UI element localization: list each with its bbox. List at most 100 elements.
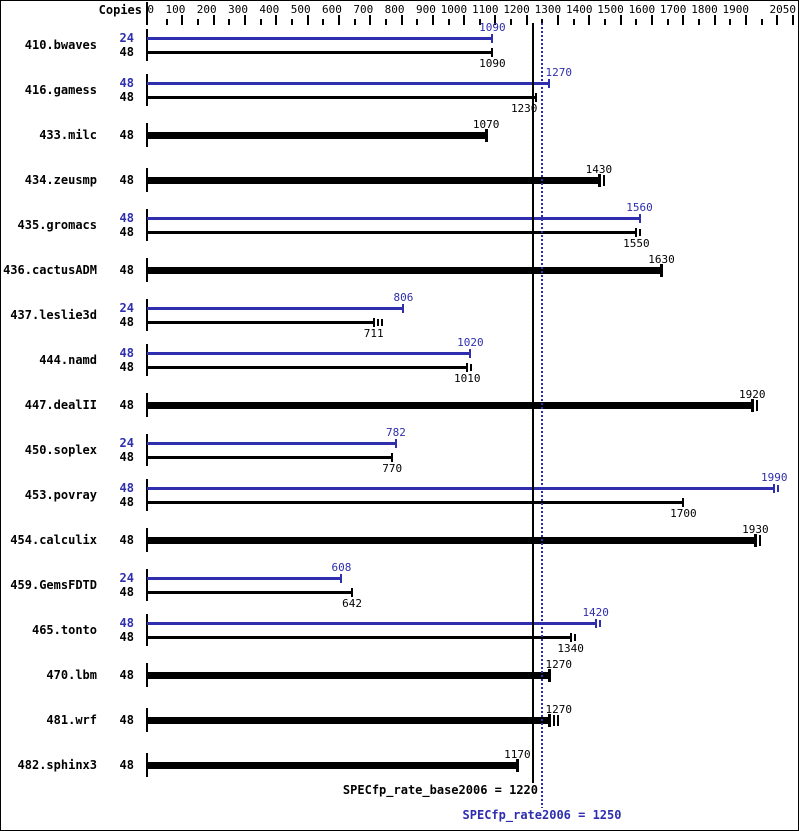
benchmark-name-label: 482.sphinx3 — [17, 758, 97, 772]
copies-count-label: 48 — [119, 173, 134, 187]
bar-value-label: 1070 — [472, 118, 500, 131]
copies-count-label: 48 — [119, 360, 134, 374]
bar-end-cap — [516, 759, 520, 772]
copies-count-label: 48 — [119, 76, 134, 90]
axis-tick-label: 1300 — [534, 3, 562, 16]
copies-count-label: 48 — [119, 481, 134, 495]
bar-value-label: 1010 — [454, 372, 481, 385]
copies-count-label: 24 — [119, 571, 134, 585]
bar-value-label: 1920 — [739, 388, 766, 401]
axis-tick-label: 1500 — [597, 3, 624, 16]
axis-major-tick — [682, 15, 685, 25]
axis-tick-label: 1800 — [691, 3, 718, 16]
bar-value-label: 1420 — [582, 606, 609, 619]
copies-count-label: 24 — [119, 436, 134, 450]
benchmark-name-label: 450.soplex — [24, 443, 97, 457]
axis-minor-tick — [416, 19, 419, 25]
benchmark-name-label: 437.leslie3d — [10, 308, 97, 322]
axis-header-segment — [146, 2, 148, 25]
copies-count-label: 48 — [119, 450, 134, 464]
bar-end-cap — [547, 79, 550, 88]
bar-end-cap — [535, 93, 538, 102]
bar-value-label: 1020 — [457, 336, 484, 349]
bar-value-label: 1270 — [545, 703, 572, 716]
run-median-tick — [759, 535, 762, 546]
bar-end-cap — [372, 318, 375, 327]
axis-major-tick — [792, 15, 794, 25]
axis-major-tick — [713, 15, 716, 25]
axis-major-tick — [369, 15, 372, 25]
axis-major-tick — [651, 15, 654, 25]
copies-count-label: 48 — [119, 533, 134, 547]
bar-value-label: 1930 — [742, 523, 769, 536]
benchmark-name-label: 465.tonto — [31, 623, 97, 637]
axis-minor-tick — [510, 19, 513, 25]
peak-reference-line — [541, 23, 544, 808]
benchmark-name-label: 447.dealII — [24, 398, 97, 412]
run-median-tick — [556, 715, 559, 726]
bar-value-label: 1270 — [545, 658, 572, 671]
axis-major-tick — [619, 15, 622, 25]
bar-value-label: 806 — [393, 291, 414, 304]
axis-minor-tick — [604, 19, 607, 25]
peak-bar — [147, 442, 396, 445]
copies-count-label: 48 — [119, 495, 134, 509]
bar-end-cap — [635, 228, 638, 237]
axis-minor-tick — [290, 19, 293, 25]
benchmark-axis-segment — [146, 299, 148, 331]
base-bar — [147, 51, 493, 54]
bar-value-label: 1700 — [670, 507, 697, 520]
benchmark-axis-segment — [146, 344, 148, 376]
run-median-tick — [598, 620, 601, 627]
run-median-tick — [470, 364, 473, 371]
base-bar — [147, 321, 374, 324]
benchmark-axis-segment — [146, 614, 148, 646]
axis-major-tick — [243, 15, 246, 25]
bar-value-label: 1430 — [585, 163, 613, 176]
axis-tick-label: 1400 — [565, 3, 593, 16]
axis-tick-label: 1100 — [472, 3, 499, 16]
copies-count-label: 48 — [119, 585, 134, 599]
benchmark-name-label: 470.lbm — [46, 668, 97, 682]
bar-value-label: 1560 — [626, 201, 653, 214]
benchmark-name-label: 454.calculix — [10, 533, 97, 547]
benchmark-axis-segment — [146, 209, 148, 241]
peak-bar — [147, 82, 549, 85]
run-median-tick — [376, 319, 379, 326]
bar-end-cap — [751, 399, 755, 412]
axis-tick-label: 200 — [196, 3, 217, 16]
base-bar — [147, 267, 662, 274]
base-bar — [147, 177, 599, 184]
axis-major-tick — [306, 15, 309, 25]
bar-end-cap — [491, 48, 494, 57]
bar-end-cap — [491, 34, 494, 43]
bar-end-cap — [547, 669, 551, 682]
run-median-tick — [639, 229, 642, 236]
benchmark-axis-segment — [146, 479, 148, 511]
benchmark-name-label: 410.bwaves — [24, 38, 97, 52]
axis-minor-tick — [228, 19, 231, 25]
axis-major-tick — [525, 15, 528, 25]
base-bar — [147, 672, 549, 679]
bar-value-label: 642 — [342, 597, 362, 610]
bar-end-cap — [597, 174, 601, 187]
copies-count-label: 48 — [119, 346, 134, 360]
bar-end-cap — [569, 633, 572, 642]
base-bar — [147, 366, 468, 369]
axis-tick-label: 700 — [353, 3, 374, 16]
benchmark-axis-segment — [146, 569, 148, 601]
bar-value-label: 1990 — [760, 471, 788, 484]
bar-end-cap — [340, 574, 343, 583]
base-bar — [147, 717, 549, 724]
bar-end-cap — [485, 129, 489, 142]
axis-tick-label: 600 — [322, 3, 342, 16]
bar-end-cap — [638, 214, 641, 223]
axis-tick-label: 1900 — [722, 3, 750, 16]
copies-count-label: 48 — [119, 630, 134, 644]
benchmark-name-label: 436.cactusADM — [3, 263, 97, 277]
copies-count-label: 48 — [119, 398, 134, 412]
axis-major-tick — [463, 15, 466, 25]
copies-count-label: 48 — [119, 758, 134, 772]
run-median-tick — [777, 485, 780, 492]
bar-end-cap — [466, 363, 469, 372]
